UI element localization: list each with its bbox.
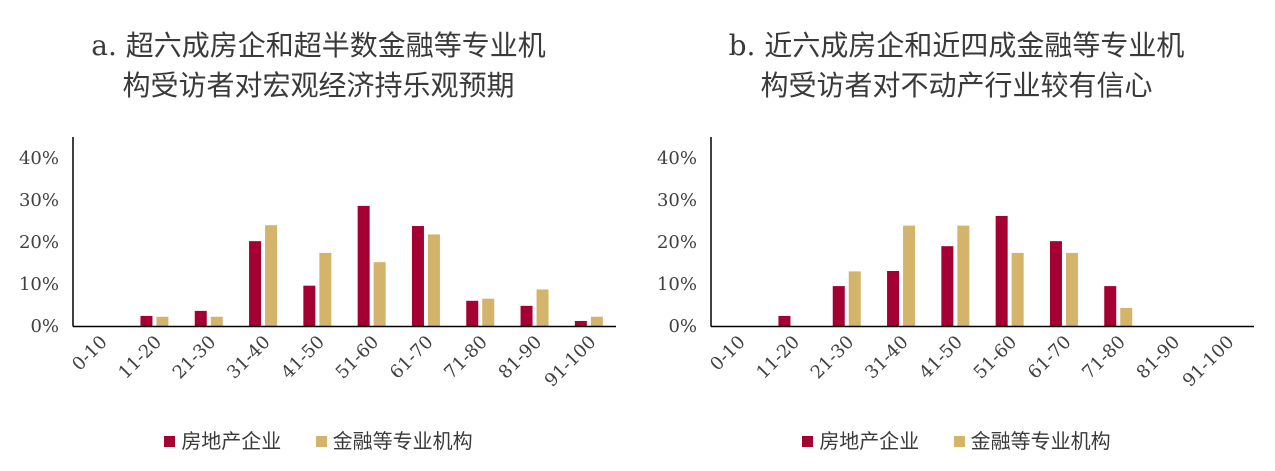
bar-series-2 (373, 262, 386, 326)
chart-title-line-2: 构受访者对不动产行业较有信心 (760, 69, 1153, 102)
bar-series-1 (140, 315, 153, 326)
y-tick-label: 10% (19, 274, 59, 295)
x-tick-label: 61-70 (1024, 332, 1076, 384)
bar-series-2 (265, 225, 278, 326)
bar-chart-a: 0% 10% 20% 30% 40% 0-10 11-20 21-30 31-40 41-50 51… (19, 137, 616, 392)
legend-item-series-1: 房地产企业 (802, 425, 919, 454)
y-tick-label: 30% (19, 190, 59, 211)
bar-series-2 (590, 316, 603, 326)
legend-label-series-1: 房地产企业 (819, 429, 920, 453)
bar-series-1 (887, 270, 900, 326)
y-tick-label: 40% (657, 148, 697, 169)
legend-item-series-2: 金融等专业机构 (953, 425, 1111, 454)
x-tick-label: 71-80 (1078, 332, 1130, 384)
bar-series-2 (319, 252, 332, 326)
x-tick-label: 0-10 (706, 332, 749, 375)
x-tick-label: 31-40 (861, 332, 913, 384)
legend-item-series-1: 房地产企业 (164, 425, 281, 454)
legend-swatch-series-2 (953, 436, 965, 447)
bar-series-1 (520, 305, 533, 326)
bar-series-2 (1011, 252, 1024, 326)
legend-label-series-1: 房地产企业 (181, 429, 282, 453)
x-tick-label: 91-100 (541, 332, 601, 392)
x-tick-label: 71-80 (440, 332, 492, 384)
y-tick-label: 40% (19, 148, 59, 169)
bar-chart-b: 0% 10% 20% 30% 40% 0-10 11-20 21-30 31-40 41-50 51… (657, 137, 1254, 392)
chart-legend: 房地产企业 金融等专业机构 (0, 425, 637, 454)
bar-series-1 (466, 300, 479, 326)
bar-series-2 (427, 234, 440, 326)
x-tick-label: 51-60 (332, 332, 384, 384)
bar-series-2 (536, 289, 549, 326)
x-tick-label: 51-60 (970, 332, 1022, 384)
x-tick-label: 41-50 (277, 332, 329, 384)
legend-swatch-series-1 (802, 436, 814, 447)
bar-series-1 (303, 285, 316, 326)
chart-panel-b: b. 近六成房企和近四成金融等专业机 构受访者对不动产行业较有信心 0% 10% 2… (638, 0, 1275, 471)
x-tick-label: 21-30 (169, 332, 221, 384)
y-tick-label: 10% (657, 274, 697, 295)
bar-series-2 (1065, 252, 1078, 326)
bar-series-2 (210, 316, 223, 326)
x-tick-label: 11-20 (114, 332, 166, 384)
bar-series-2 (1120, 307, 1133, 326)
x-tick-label: 61-70 (386, 332, 438, 384)
chart-panel-a: a. 超六成房企和超半数金融等专业机 构受访者对宏观经济持乐观预期 0% 10% 2… (0, 0, 637, 471)
bar-series-1 (941, 246, 954, 326)
legend-label-series-2: 金融等专业机构 (332, 429, 473, 453)
legend-swatch-series-2 (315, 436, 327, 447)
x-tick-label: 31-40 (223, 332, 275, 384)
x-tick-label: 11-20 (752, 332, 804, 384)
chart-title-line-1: b. 近六成房企和近四成金融等专业机 (728, 29, 1185, 62)
x-tick-label: 41-50 (915, 332, 967, 384)
bar-series-1 (411, 226, 424, 326)
bar-series-2 (957, 225, 970, 326)
bar-series-1 (1049, 241, 1062, 326)
y-tick-label: 0% (30, 316, 59, 337)
chart-title: b. 近六成房企和近四成金融等专业机 构受访者对不动产行业较有信心 (638, 26, 1275, 106)
bar-series-1 (194, 310, 207, 326)
x-tick-label: 0-10 (68, 332, 111, 375)
legend-swatch-series-1 (164, 436, 176, 447)
bar-series-1 (1104, 286, 1117, 326)
y-tick-label: 20% (657, 232, 697, 253)
chart-title-line-1: a. 超六成房企和超半数金融等专业机 (91, 29, 546, 62)
bar-series-1 (249, 241, 262, 326)
x-tick-label: 81-90 (495, 332, 547, 384)
chart-legend: 房地产企业 金融等专业机构 (638, 425, 1275, 454)
y-tick-label: 30% (657, 190, 697, 211)
bar-series-1 (574, 320, 587, 326)
x-tick-label: 21-30 (807, 332, 859, 384)
x-tick-label: 81-90 (1133, 332, 1185, 384)
bar-series-2 (156, 316, 169, 326)
bar-series-1 (832, 286, 845, 326)
chart-title-line-2: 构受访者对宏观经济持乐观预期 (122, 69, 515, 102)
chart-title: a. 超六成房企和超半数金融等专业机 构受访者对宏观经济持乐观预期 (0, 26, 637, 106)
bar-series-1 (357, 205, 370, 326)
bar-series-1 (778, 315, 791, 326)
bar-series-2 (482, 298, 495, 326)
x-tick-label: 91-100 (1179, 332, 1239, 392)
bar-series-2 (903, 225, 916, 326)
legend-item-series-2: 金融等专业机构 (315, 425, 473, 454)
bar-series-2 (848, 271, 861, 326)
y-tick-label: 20% (19, 232, 59, 253)
bar-series-1 (995, 215, 1008, 326)
y-tick-label: 0% (668, 316, 697, 337)
legend-label-series-2: 金融等专业机构 (970, 429, 1111, 453)
